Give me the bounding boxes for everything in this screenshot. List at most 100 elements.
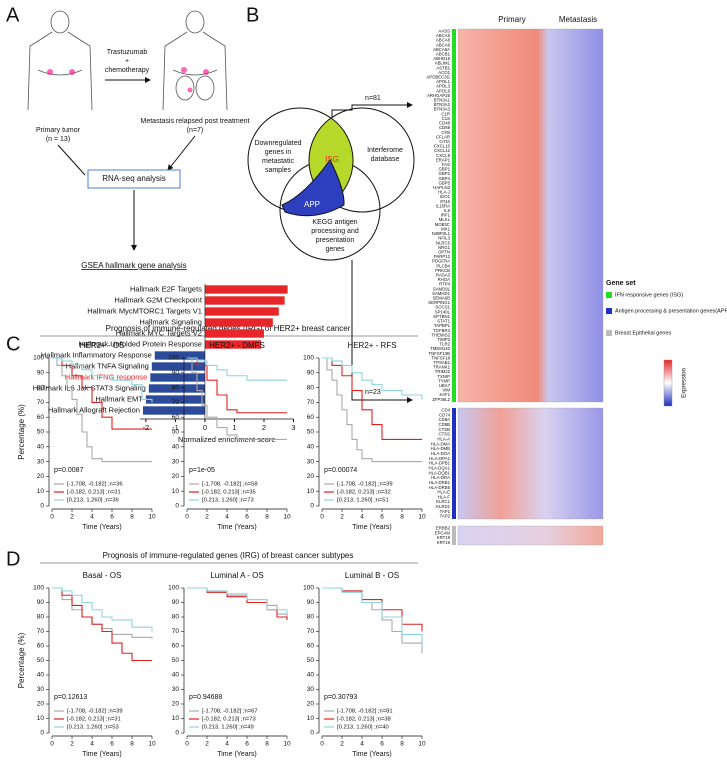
- label: chemotherapy: [105, 67, 150, 74]
- y-tick-label: 100: [303, 355, 314, 362]
- label: (n=7): [187, 127, 204, 134]
- y-tick-label: 70: [172, 628, 180, 635]
- gene-label: RASA3: [436, 273, 451, 278]
- gene-label: RTP4: [439, 282, 451, 287]
- gene-label: HLA-F: [438, 494, 451, 499]
- heatmap-block: [457, 28, 604, 403]
- x-tick-label: 1: [232, 423, 236, 432]
- y-tick-label: 10: [172, 488, 180, 495]
- gene-label: GBP1: [439, 167, 451, 172]
- gene-label: TAPBPL: [434, 323, 451, 328]
- heatmap-block: [457, 525, 604, 546]
- x-tick-label: 4: [90, 741, 94, 748]
- gene-label: APOBEC3G: [426, 74, 450, 79]
- y-tick-label: 60: [37, 643, 45, 650]
- survival-curve: [52, 587, 153, 632]
- gene-label: TAP2: [440, 514, 451, 519]
- gene-label: ASTB1: [436, 65, 450, 70]
- gene-label: KRT18: [437, 535, 451, 540]
- x-tick-label: 0: [50, 514, 54, 521]
- gene-label: ABCA6: [436, 33, 451, 38]
- gene-label: TXNIP: [437, 374, 450, 379]
- category-label: Hallmark Signaling: [139, 317, 202, 326]
- p-value: p=1e-05: [189, 467, 215, 474]
- x-tick-label: 0: [185, 514, 189, 521]
- x-axis-title: Time (Years): [82, 751, 122, 758]
- gene-set-bar: [452, 408, 456, 519]
- gene-label: CD74: [439, 412, 451, 417]
- y-tick-label: 30: [307, 686, 315, 693]
- y-tick-label: 0: [175, 503, 179, 510]
- gene-label: TPSAB1: [434, 360, 451, 365]
- gene-label: IL15RA: [436, 203, 450, 208]
- gene-label: OPTN: [438, 249, 450, 254]
- arrow: [57, 135, 196, 175]
- label: GSEA hallmark gene analysis: [81, 261, 186, 270]
- gene-label: BTN3A1: [434, 98, 451, 103]
- y-tick-label: 60: [307, 414, 315, 421]
- legend-label: Antigen processing & presentation genes(…: [615, 308, 727, 314]
- x-tick-label: 2: [205, 741, 209, 748]
- label: processing and: [311, 228, 359, 235]
- x-tick-label: 2: [70, 514, 74, 521]
- bar: [204, 318, 273, 327]
- x-tick-label: -1: [172, 423, 179, 432]
- legend-label: IFN responsive genes (ISG): [615, 292, 683, 298]
- gene-label: SPTBN1: [433, 314, 450, 319]
- legend-label: [0.213, 1.260] ;n=53: [67, 725, 119, 731]
- survival-curve: [322, 587, 423, 646]
- gene-label: TLR2: [439, 342, 450, 347]
- gene-label: IFI16: [440, 199, 450, 204]
- y-tick-label: 20: [37, 701, 45, 708]
- y-tick-label: 40: [172, 444, 180, 451]
- gene-label: KLRD1: [436, 504, 450, 509]
- x-axis-title: Normalized enrichment score: [178, 435, 276, 444]
- gene-label: TMEM140: [430, 346, 450, 351]
- gene-label: IDO1: [440, 194, 451, 199]
- gene-label: CFLAR: [436, 134, 450, 139]
- y-tick-label: 100: [303, 585, 314, 592]
- legend-swatch: [606, 308, 612, 314]
- x-tick-label: 2: [340, 514, 344, 521]
- y-tick-label: 20: [172, 473, 180, 480]
- category-label: Hallmark E2F Targets: [130, 284, 202, 293]
- legend-label: [0.213, 1.260] ;n=36: [67, 498, 119, 504]
- x-tick-label: 6: [380, 514, 384, 521]
- gene-label: ABLIM1: [435, 61, 451, 66]
- gene-label: SAMD9L: [433, 286, 451, 291]
- bar: [204, 329, 264, 338]
- gene-label: APOL1: [436, 79, 450, 84]
- gene-label: TGFBR3: [433, 328, 451, 333]
- survival-curve: [52, 357, 152, 430]
- x-tick-label: 0: [320, 514, 324, 521]
- gene-label: XAF1: [439, 392, 450, 397]
- label: KEGG antigen: [312, 219, 357, 226]
- survival-curve: [187, 587, 288, 615]
- survival-curve: [322, 357, 422, 463]
- column-label: Metastasis: [559, 15, 597, 24]
- chart-title: Luminal B - OS: [345, 571, 399, 580]
- gene-label: TRANK1: [433, 365, 451, 370]
- gene-label: IRF1: [441, 213, 451, 218]
- x-tick-label: 6: [380, 741, 384, 748]
- gene-label: SAMHD1: [432, 291, 451, 296]
- gene-label: CXCL11: [434, 148, 451, 153]
- survival-curve: [322, 587, 423, 654]
- y-tick-label: 40: [307, 444, 315, 451]
- x-tick-label: 10: [418, 514, 426, 521]
- gene-label: CTSS: [439, 432, 451, 437]
- p-value: p=0.94688: [189, 694, 222, 701]
- panel-label: C: [6, 333, 20, 355]
- gene-label: MLKL: [439, 217, 451, 222]
- y-axis-title: Percentage (%): [17, 632, 26, 688]
- x-tick-label: 8: [130, 514, 134, 521]
- panel-title: Prognosis of immune-regulated genes (IRG…: [106, 324, 351, 333]
- p-value: p=0.00074: [324, 467, 357, 474]
- legend-label: [-0.182, 0.213] ;n=31: [67, 717, 121, 723]
- y-tick-label: 40: [37, 444, 45, 451]
- gene-label: TIMP3: [437, 337, 450, 342]
- gene-label: APOL3: [436, 84, 450, 89]
- y-tick-label: 80: [307, 384, 315, 391]
- y-tick-label: 50: [307, 657, 315, 664]
- gene-label: PARP12: [434, 254, 451, 259]
